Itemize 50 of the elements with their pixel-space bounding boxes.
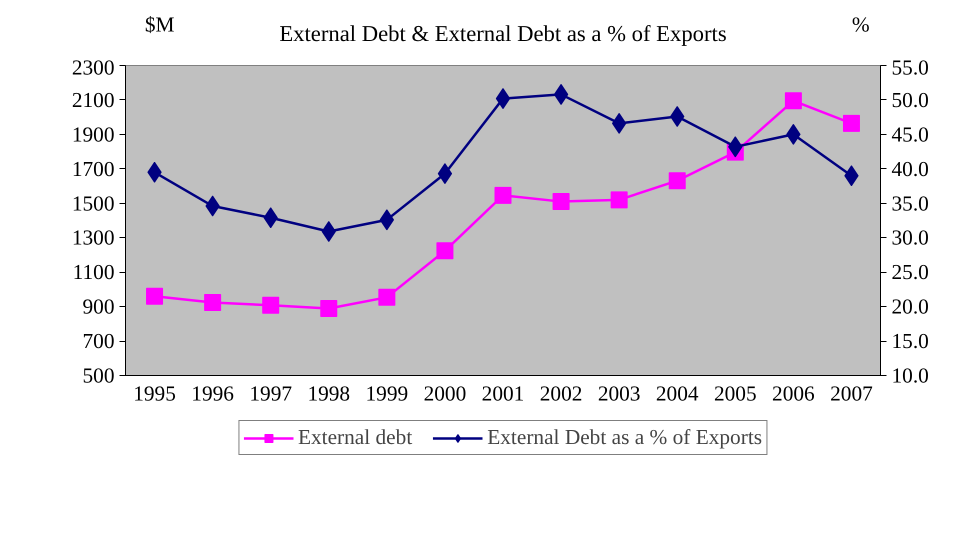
point (668, 172, 686, 190)
y-tick-label: 1100 (72, 260, 115, 284)
y-tick-label: 2100 (72, 88, 114, 112)
legend-label: External debt (298, 425, 412, 450)
x-tick-label: 2000 (424, 382, 466, 406)
x-tick-label: 2004 (656, 382, 699, 406)
y-axis-title: $M (144, 12, 175, 36)
point (320, 300, 338, 318)
y-tick-label: 1900 (72, 122, 114, 146)
point (436, 242, 454, 260)
x-tick-label: 1995 (133, 382, 176, 406)
y2-tick-label: 55.0 (892, 56, 929, 80)
chart-title: External Debt & External Debt as a % of Exports (279, 21, 727, 46)
x-tick-label: 1996 (191, 382, 234, 406)
y-tick-label: 1300 (72, 226, 114, 250)
y2-tick-label: 40.0 (892, 156, 929, 181)
point (842, 114, 860, 132)
legend-label: External Debt as a % of Exports (487, 425, 762, 450)
point (610, 191, 628, 208)
x-tick-label: 2002 (540, 382, 582, 406)
point (552, 193, 570, 210)
y-tick-label: 500 (82, 364, 115, 388)
x-tick-label: 2003 (598, 382, 640, 406)
x-tick-label: 2005 (714, 382, 757, 406)
y2-tick-label: 50.0 (892, 88, 929, 112)
y-tick-label: 1700 (72, 156, 114, 181)
x-tick-label: 1998 (307, 382, 350, 406)
point (262, 296, 280, 314)
y2-tick-label: 20.0 (892, 294, 929, 319)
y-tick-label: 900 (82, 294, 115, 319)
point (784, 92, 802, 110)
x-tick-label: 1997 (249, 382, 292, 406)
point (146, 288, 164, 305)
y2-tick-label: 10.0 (892, 364, 929, 388)
point (494, 186, 512, 204)
y-tick-label: 2300 (72, 56, 114, 80)
y2-tick-label: 35.0 (892, 191, 929, 216)
x-tick-label: 2001 (482, 382, 524, 406)
x-tick-label: 1999 (366, 382, 408, 406)
x-tick-label: 2006 (772, 382, 816, 406)
y-tick-label: 700 (82, 329, 115, 354)
y2-axis-title: % (852, 12, 870, 36)
point (204, 294, 222, 311)
point (378, 288, 396, 306)
x-tick-label: 2007 (830, 382, 874, 406)
y2-tick-label: 15.0 (892, 329, 929, 354)
y2-tick-label: 25.0 (892, 260, 929, 284)
y2-tick-label: 45.0 (892, 122, 929, 146)
y2-tick-label: 30.0 (892, 226, 929, 250)
y-tick-label: 1500 (72, 191, 114, 216)
